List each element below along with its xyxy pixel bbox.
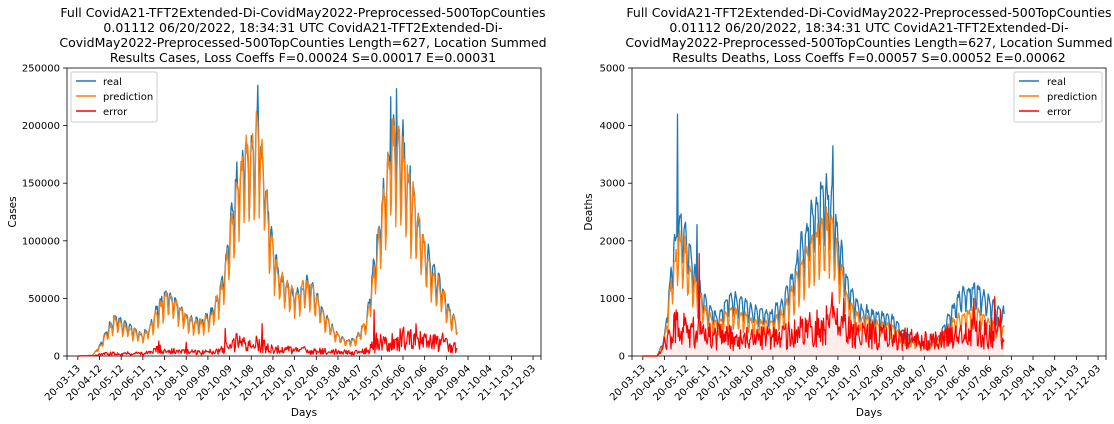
cases-legend-box: [70, 71, 158, 123]
deaths-legend-prediction-label: prediction: [1047, 92, 1097, 103]
deaths-real-line: [642, 113, 1005, 357]
cases-title-line-4: Results Cases, Loss Coeffs F=0.00024 S=0…: [110, 50, 496, 65]
deaths-title-line-1: Full CovidA21-TFT2Extended-Di-CovidMay20…: [626, 5, 1111, 20]
deaths-title-line-2: 0.01112 06/20/2022, 18:34:31 UTC CovidA2…: [669, 20, 1068, 35]
cases-title-line-2: 0.01112 06/20/2022, 18:34:31 UTC CovidA2…: [103, 20, 502, 35]
cases-legend-real-label: real: [103, 77, 122, 88]
cases-error-line: [77, 309, 458, 357]
deaths-y-tick-label: 1000: [600, 294, 625, 305]
cases-title-line-1: Full CovidA21-TFT2Extended-Di-CovidMay20…: [60, 5, 545, 20]
deaths-legend: real prediction error: [1013, 71, 1103, 123]
deaths-legend-error-label: error: [1047, 107, 1072, 118]
deaths-legend-real-label: real: [1047, 77, 1066, 88]
cases-legend-prediction-label: prediction: [103, 92, 153, 103]
cases-title-line-3: CovidMay2022-Preprocessed-500TopCounties…: [59, 35, 546, 50]
cases-y-tick-label: 0: [54, 352, 60, 363]
deaths-y-tick-label: 3000: [600, 179, 625, 190]
deaths-y-tick-label: 2000: [600, 236, 625, 247]
deaths-y-axis-label: Deaths: [583, 193, 595, 230]
cases-prediction-line: [77, 111, 458, 357]
deaths-chart: Full CovidA21-TFT2Extended-Di-CovidMay20…: [583, 5, 1113, 419]
cases-legend: real prediction error: [70, 71, 158, 123]
deaths-legend-box: [1013, 71, 1103, 123]
cases-y-tick-label: 200000: [22, 121, 60, 132]
deaths-x-axis-label: Days: [856, 407, 882, 419]
deaths-title-line-4: Results Deaths, Loss Coeffs F=0.00057 S=…: [672, 50, 1065, 65]
cases-x-axis-label: Days: [291, 407, 317, 419]
deaths-y-tick-label: 0: [619, 352, 625, 363]
cases-y-axis-label: Cases: [7, 196, 19, 227]
cases-y-tick-label: 100000: [22, 236, 60, 247]
deaths-title-line-3: CovidMay2022-Preprocessed-500TopCounties…: [625, 35, 1112, 50]
cases-legend-error-label: error: [103, 107, 128, 118]
deaths-error-line: [642, 252, 1005, 357]
deaths-y-tick-label: 4000: [600, 121, 625, 132]
deaths-prediction-line: [642, 206, 1005, 357]
cases-y-tick-label: 50000: [28, 294, 60, 305]
cases-y-tick-label: 150000: [22, 179, 60, 190]
deaths-y-tick-label: 5000: [600, 64, 625, 75]
cases-y-tick-label: 250000: [22, 64, 60, 75]
cases-chart: Full CovidA21-TFT2Extended-Di-CovidMay20…: [7, 5, 547, 419]
